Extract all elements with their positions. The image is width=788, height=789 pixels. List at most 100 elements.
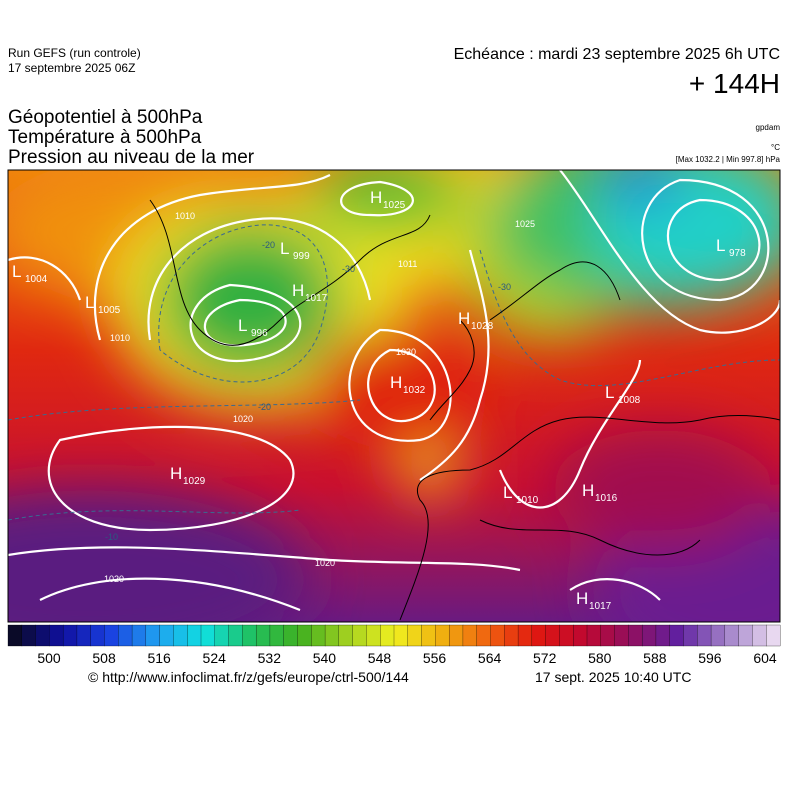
colorbar-cell bbox=[338, 624, 354, 647]
unit: [Max 1032.2 | Min 997.8] hPa bbox=[675, 155, 780, 164]
center-value: 1017 bbox=[305, 293, 328, 304]
colorbar-cell bbox=[324, 624, 340, 647]
pressure-center: H 1017 bbox=[292, 281, 328, 304]
unit: gpdam bbox=[755, 123, 780, 132]
colorbar-cell bbox=[504, 624, 519, 647]
isotherm-label: -30 bbox=[498, 282, 511, 292]
colorbar-cell bbox=[462, 624, 478, 647]
echeance: Echéance : mardi 23 septembre 2025 6h UT… bbox=[453, 46, 780, 63]
colorbar-cell bbox=[407, 624, 423, 647]
colorbar-cell bbox=[200, 624, 216, 647]
center-value: 1029 bbox=[183, 476, 206, 487]
colorbar-cell bbox=[228, 624, 243, 647]
pressure-center: L 996 bbox=[238, 316, 268, 339]
pressure-center: L 999 bbox=[280, 239, 310, 262]
pressure-center: L 1010 bbox=[503, 483, 539, 506]
colorbar-tick-label: 524 bbox=[203, 650, 227, 666]
center-value: 1017 bbox=[589, 601, 612, 612]
colorbar-tick-label: 572 bbox=[533, 650, 557, 666]
title: Température à 500hPa bbox=[8, 127, 202, 148]
title: Géopotentiel à 500hPa bbox=[8, 107, 203, 128]
center-letter: L bbox=[280, 239, 289, 258]
colorbar-cell bbox=[352, 624, 367, 647]
pressure-center: H 1017 bbox=[576, 589, 612, 612]
center-letter: L bbox=[238, 316, 247, 335]
colorbar-cell bbox=[173, 624, 188, 647]
colorbar-tick-label: 532 bbox=[258, 650, 282, 666]
colorbar-cell bbox=[145, 624, 161, 647]
colorbar-cell bbox=[435, 624, 450, 647]
colorbar-cell bbox=[297, 624, 312, 647]
colorbar-cell bbox=[421, 624, 436, 647]
center-letter: H bbox=[576, 589, 588, 608]
map-frame bbox=[7, 169, 781, 623]
colorbar-cell bbox=[283, 624, 298, 647]
isobar-label: 1011 bbox=[398, 259, 417, 269]
isobar-label: 1020 bbox=[233, 414, 253, 424]
colorbar-cell bbox=[573, 624, 588, 647]
colorbar-cell bbox=[614, 624, 629, 647]
colorbar-cell bbox=[697, 624, 712, 647]
pressure-center: H 1028 bbox=[458, 309, 494, 332]
lead-time: + 144H bbox=[688, 68, 780, 99]
colorbar-cell bbox=[35, 624, 50, 647]
center-letter: H bbox=[390, 373, 402, 392]
center-letter: L bbox=[605, 383, 614, 402]
pressure-center: L 1004 bbox=[12, 262, 48, 285]
colorbar-cell bbox=[255, 624, 271, 647]
isotherm-label: -30 bbox=[342, 264, 355, 274]
pressure-center: H 1029 bbox=[170, 464, 206, 487]
colorbar-cell bbox=[393, 624, 409, 647]
colorbar-tick-label: 516 bbox=[147, 650, 171, 666]
center-value: 1028 bbox=[471, 321, 494, 332]
center-value: 1008 bbox=[618, 395, 641, 406]
colorbar-cell bbox=[641, 624, 657, 647]
pressure-center: L 978 bbox=[716, 236, 746, 259]
colorbar-cell bbox=[766, 624, 781, 647]
colorbar-cell bbox=[366, 624, 381, 647]
colorbar-cell bbox=[738, 624, 753, 647]
run: Run GEFS (run controle) bbox=[8, 46, 141, 60]
colorbar: 500 508 516 524 532 540 548 556 564 572 580 588 596 6… bbox=[7, 624, 781, 666]
colorbar-tick-label: 580 bbox=[588, 650, 612, 666]
colorbar-cell bbox=[62, 624, 78, 647]
center-value: 996 bbox=[251, 328, 268, 339]
center-letter: L bbox=[503, 483, 512, 502]
colorbar-cell bbox=[752, 624, 767, 647]
colorbar-cell bbox=[600, 624, 616, 647]
isotherm-label: -10 bbox=[105, 532, 118, 542]
colorbar-cell bbox=[21, 624, 37, 647]
center-letter: L bbox=[12, 262, 21, 281]
center-value: 1005 bbox=[98, 305, 121, 316]
colorbar-tick-label: 596 bbox=[698, 650, 722, 666]
colorbar-tick-label: 556 bbox=[423, 650, 447, 666]
colorbar-tick-label: 564 bbox=[478, 650, 502, 666]
pressure-center: H 1032 bbox=[390, 373, 426, 396]
title: Pression au niveau de la mer bbox=[8, 147, 255, 168]
colorbar-cell bbox=[683, 624, 698, 647]
colorbar-cell bbox=[655, 624, 671, 647]
isobar-label: 1010 bbox=[175, 211, 195, 221]
colorbar-cell bbox=[669, 624, 684, 647]
colorbar-cell bbox=[517, 624, 533, 647]
colorbar-cell bbox=[269, 624, 285, 647]
colorbar-cell bbox=[710, 624, 726, 647]
unit: °C bbox=[771, 143, 780, 152]
isotherm-label: -20 bbox=[262, 240, 275, 250]
colorbar-tick-label: 540 bbox=[313, 650, 337, 666]
colorbar-cell bbox=[7, 624, 23, 647]
isobars bbox=[8, 170, 780, 612]
colorbar-cell bbox=[545, 624, 560, 647]
colorbar-cell bbox=[448, 624, 464, 647]
colorbar-cell bbox=[311, 624, 326, 647]
center-letter: L bbox=[716, 236, 725, 255]
pressure-center: L 1005 bbox=[85, 293, 121, 316]
center-value: 978 bbox=[729, 248, 746, 259]
colorbar-cell bbox=[187, 624, 202, 647]
colorbar-cell bbox=[380, 624, 395, 647]
source-url: © http://www.infoclimat.fr/z/gefs/europe… bbox=[88, 669, 409, 685]
coastlines bbox=[149, 199, 780, 621]
